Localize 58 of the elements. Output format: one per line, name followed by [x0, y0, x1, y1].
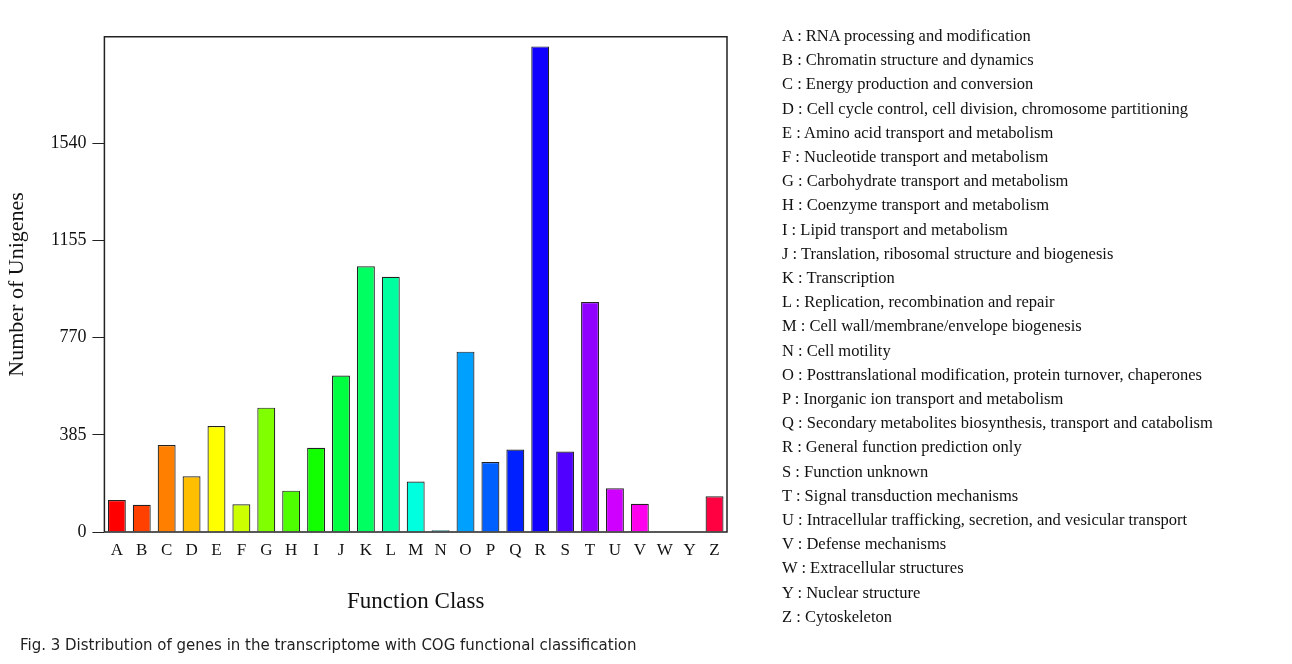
x-tick-label: A: [110, 539, 124, 559]
text: Y : Nuclear structure: [782, 581, 922, 604]
text: L : Replication, recombination and repair: [782, 291, 1056, 314]
text: C : Energy production and conversion: [782, 73, 1035, 96]
y-tick-label: 1155: [51, 229, 87, 250]
text: R : General function prediction only: [782, 436, 1023, 459]
text: P : Inorganic ion transport and metabolism: [782, 388, 1065, 411]
y-tick-label: 1540: [50, 132, 87, 153]
x-tick-label: E: [211, 539, 222, 559]
text: Q : Secondary metabolites biosynthesis, transport and catabolism: [782, 412, 1213, 435]
x-tick-label: V: [633, 539, 647, 559]
text: N : Cell motility: [782, 339, 892, 362]
x-tick-label: P: [485, 539, 496, 559]
x-tick-label: Y: [683, 539, 696, 559]
text: T : Signal transduction mechanisms: [782, 484, 1020, 507]
x-tick-label: I: [313, 539, 320, 559]
text: K : Transcription: [782, 267, 896, 290]
y-tick-label: 0: [77, 520, 87, 541]
text: F : Nucleotide transport and metabolism: [782, 146, 1050, 168]
text: G : Carbohydrate transport and metabolism: [782, 170, 1070, 193]
x-tick-label: Z: [709, 539, 720, 559]
text: B : Chromatin structure and dynamics: [782, 49, 1035, 72]
text: S : Function unknown: [782, 460, 930, 483]
text: Z : Cytoskeleton: [782, 605, 893, 628]
x-tick-label: F: [236, 539, 247, 559]
y-tick-label: 770: [59, 326, 87, 347]
text: A : RNA processing and modification: [782, 25, 1032, 47]
x-tick-label: R: [534, 539, 547, 559]
x-tick-label: O: [459, 539, 472, 559]
x-tick-label: G: [260, 539, 273, 559]
text: J : Translation, ribosomal structure and biogenesis: [782, 242, 1115, 265]
caption: Fig. 3 Distribution of genes in the transcriptome with COG functional classification: [20, 636, 637, 654]
x-axis-title: Function Class: [347, 588, 485, 614]
x-tick-label: M: [408, 539, 424, 559]
x-tick-label: W: [656, 539, 674, 559]
text: D : Cell cycle control, cell division, chromosome partitioning: [782, 97, 1189, 120]
x-tick-label: B: [136, 539, 148, 559]
x-tick-label: C: [160, 539, 173, 559]
text: U : Intracellular trafficking, secretion, and vesicular transport: [782, 509, 1189, 532]
text: I : Lipid transport and metabolism: [782, 218, 1009, 241]
x-tick-label: T: [584, 539, 596, 559]
text: M : Cell wall/membrane/envelope biogenesis: [782, 315, 1083, 338]
x-tick-label: L: [385, 539, 396, 559]
x-tick-label: Q: [509, 539, 522, 559]
x-tick-label: K: [359, 539, 373, 559]
text: H : Coenzyme transport and metabolism: [782, 194, 1051, 217]
y-axis-title: Number of Unigenes: [2, 192, 28, 377]
x-tick-label: S: [560, 539, 570, 559]
x-tick-label: J: [337, 539, 345, 559]
x-tick-label: N: [434, 539, 447, 559]
text: V : Defense mechanisms: [782, 533, 948, 556]
x-tick-label: H: [285, 539, 298, 559]
text: O : Posttranslational modification, protein turnover, chaperones: [782, 363, 1203, 386]
x-tick-label: D: [185, 539, 198, 559]
x-tick-label: U: [608, 539, 622, 559]
y-tick-label: 385: [59, 423, 87, 444]
text: E : Amino acid transport and metabolism: [782, 121, 1055, 144]
text: W : Extracellular structures: [782, 557, 965, 580]
